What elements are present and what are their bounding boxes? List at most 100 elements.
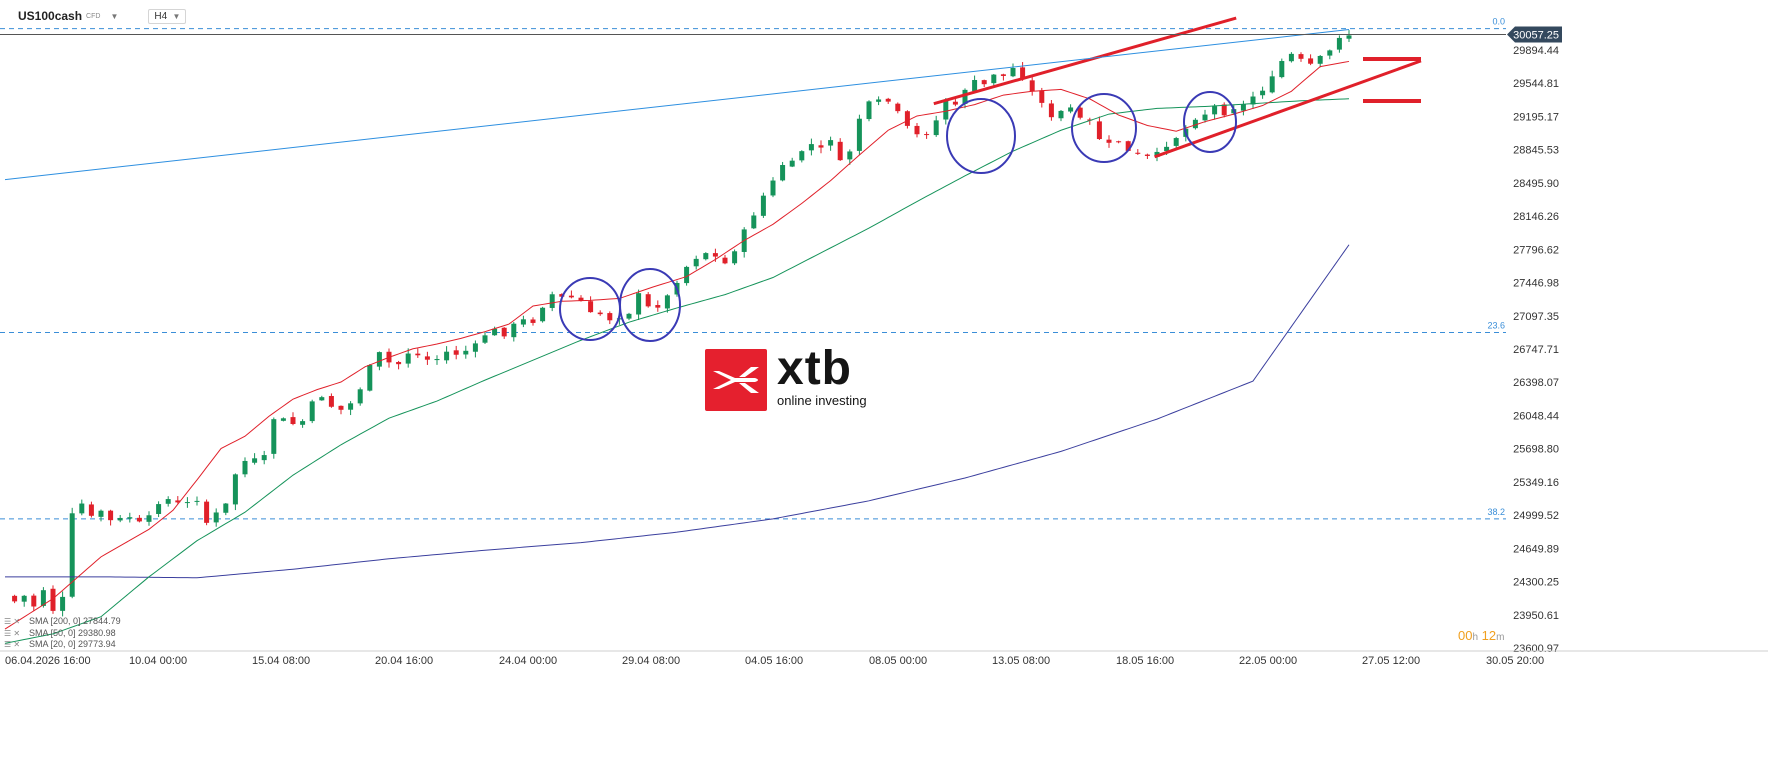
candle-body[interactable] [194,500,200,502]
candle-body[interactable] [760,195,766,216]
candle-body[interactable] [1240,104,1246,111]
candle-body[interactable] [924,134,930,136]
candle-body[interactable] [914,125,920,135]
candle-body[interactable] [789,160,795,167]
candle-body[interactable] [636,293,642,315]
candle-body[interactable] [415,353,421,356]
candle-body[interactable] [1116,141,1122,143]
candle-body[interactable] [117,517,123,521]
legend-sma20[interactable]: ☰ ✕ SMA [20, 0] 29773.94 [4,639,121,651]
candle-body[interactable] [1164,146,1170,152]
candle-body[interactable] [981,80,987,85]
candle-body[interactable] [607,313,613,321]
candle-body[interactable] [818,145,824,148]
candle-body[interactable] [933,120,939,136]
candle-body[interactable] [453,350,459,355]
candle-body[interactable] [396,362,402,365]
candle-body[interactable] [1288,53,1294,62]
candle-body[interactable] [972,79,978,92]
candle-body[interactable] [1212,106,1218,115]
legend-sma50[interactable]: ☰ ✕ SMA [50, 0] 29380.98 [4,628,121,640]
candle-body[interactable] [856,118,862,151]
candle-body[interactable] [1000,74,1006,76]
candle-body[interactable] [290,417,296,425]
sma20-line[interactable] [4,60,1350,630]
candle-body[interactable] [252,458,258,463]
candle-body[interactable] [280,418,286,421]
candle-body[interactable] [799,151,805,161]
candle-body[interactable] [60,596,66,611]
candle-body[interactable] [242,460,248,475]
candle-body[interactable] [165,499,171,504]
candle-body[interactable] [597,312,603,315]
candle-body[interactable] [1317,55,1323,64]
candle-body[interactable] [367,364,373,391]
candle-body[interactable] [127,517,133,519]
candle-body[interactable] [732,251,738,264]
candle-body[interactable] [328,395,334,407]
candle-body[interactable] [1260,90,1266,96]
candle-body[interactable] [88,504,94,516]
candle-body[interactable] [684,266,690,284]
candle-body[interactable] [1336,37,1342,50]
candle-body[interactable] [770,180,776,196]
highlight-circle[interactable] [619,268,681,342]
candle-body[interactable] [578,297,584,301]
candle-body[interactable] [511,323,517,338]
candle-body[interactable] [184,502,190,504]
candle-body[interactable] [31,595,37,607]
eye-slash-icon[interactable]: ☰ ✕ [4,640,21,649]
candle-body[interactable] [837,141,843,161]
candle-body[interactable] [991,74,997,84]
candle-body[interactable] [549,294,555,308]
candle-body[interactable] [348,403,354,410]
candle-body[interactable] [876,99,882,102]
candle-body[interactable] [1250,96,1256,105]
candle-body[interactable] [1135,152,1141,154]
candle-body[interactable] [1077,107,1083,118]
sma50-line[interactable] [4,98,1350,644]
sma200-line[interactable] [5,244,1350,579]
candle-body[interactable] [146,515,152,522]
candle-body[interactable] [271,419,277,454]
candle-body[interactable] [1106,139,1112,143]
candle-body[interactable] [223,503,229,513]
highlight-circle[interactable] [1183,91,1237,153]
candle-body[interactable] [376,352,382,367]
candle-body[interactable] [962,89,968,104]
candle-body[interactable] [501,327,507,337]
candle-body[interactable] [866,101,872,120]
candle-body[interactable] [204,501,210,523]
candle-body[interactable] [520,319,526,325]
candle-body[interactable] [261,455,267,461]
candle-body[interactable] [1308,58,1314,64]
candle-body[interactable] [300,421,306,425]
candle-body[interactable] [703,253,709,260]
candle-body[interactable] [712,253,718,257]
candle-body[interactable] [357,389,363,404]
highlight-circle[interactable] [946,98,1016,174]
candle-body[interactable] [444,351,450,361]
candle-body[interactable] [1010,67,1016,77]
candle-body[interactable] [626,313,632,319]
eye-slash-icon[interactable]: ☰ ✕ [4,628,21,638]
candle-body[interactable] [1298,54,1304,59]
candle-body[interactable] [1221,104,1227,116]
candle-body[interactable] [21,595,27,602]
candle-body[interactable] [943,100,949,120]
candle-body[interactable] [645,294,651,307]
candle-body[interactable] [847,151,853,160]
candle-body[interactable] [1279,61,1285,78]
candle-body[interactable] [232,474,238,505]
candle-body[interactable] [175,500,181,503]
eye-slash-icon[interactable]: ☰ ✕ [4,617,21,626]
candle-body[interactable] [559,294,565,297]
candle-body[interactable] [904,111,910,126]
lower-channel-line[interactable] [1154,59,1422,159]
candle-body[interactable] [319,397,325,401]
candle-body[interactable] [952,101,958,105]
candle-body[interactable] [1125,141,1131,151]
candle-body[interactable] [1192,119,1198,129]
candle-body[interactable] [1020,67,1026,80]
candle-body[interactable] [1048,103,1054,118]
